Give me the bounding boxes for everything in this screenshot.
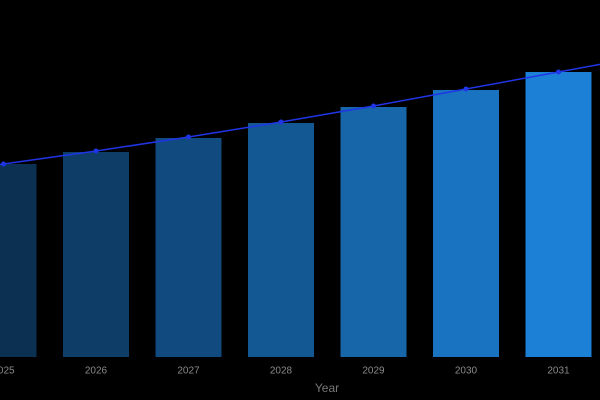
x-tick-label: 2028 [270, 366, 293, 377]
x-tick-label: 2030 [455, 366, 478, 377]
line-marker [463, 86, 469, 92]
bar [248, 123, 314, 357]
bar [0, 164, 37, 357]
bar [433, 90, 499, 357]
line-marker [371, 103, 376, 109]
x-tick-label: 2029 [362, 366, 385, 377]
x-axis-label: Year [315, 381, 339, 395]
x-tick-label: 2027 [177, 366, 200, 377]
line-marker [1, 161, 6, 167]
line-marker [93, 148, 99, 154]
line-marker [556, 69, 561, 75]
bar [340, 107, 407, 357]
bar [525, 72, 592, 357]
x-tick-label: 2031 [547, 366, 570, 377]
x-tick-label: 2026 [85, 366, 108, 377]
bar [63, 152, 129, 357]
x-tick-label: 2025 [0, 366, 15, 377]
line-marker [278, 119, 284, 125]
bar [155, 138, 222, 357]
line-marker [186, 134, 191, 140]
